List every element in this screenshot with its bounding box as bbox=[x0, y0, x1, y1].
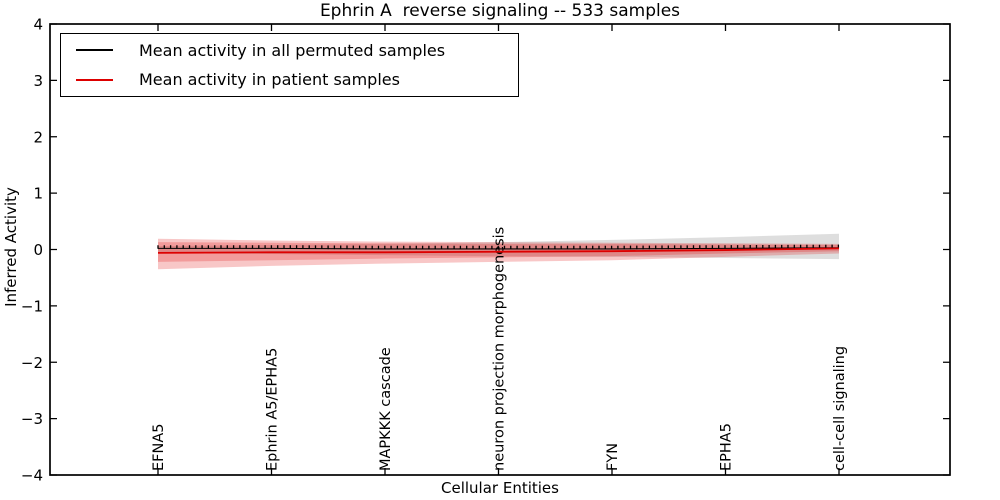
chart-title: Ephrin A reverse signaling -- 533 sample… bbox=[319, 1, 681, 21]
y-tick-label: 1 bbox=[33, 185, 43, 203]
x-tick-label: EFNA5 bbox=[151, 424, 167, 472]
x-tick-label: EPHA5 bbox=[719, 423, 735, 471]
y-tick-label: −3 bbox=[21, 410, 43, 428]
legend-label-permuted: Mean activity in all permuted samples bbox=[139, 40, 446, 60]
x-axis-label: Cellular Entities bbox=[441, 479, 559, 497]
axis-ticks bbox=[50, 23, 950, 476]
y-tick-label: −1 bbox=[21, 297, 43, 315]
x-tick-label: Ephrin A5/EPHA5 bbox=[265, 348, 281, 471]
patient-mean-line bbox=[157, 247, 840, 254]
legend-line-sample-permuted bbox=[76, 49, 113, 52]
x-tick-label: FYN bbox=[605, 443, 621, 471]
legend-entry-permuted: Mean activity in all permuted samples bbox=[61, 37, 518, 63]
x-tick-label: cell-cell signaling bbox=[832, 346, 848, 471]
y-tick-label: 4 bbox=[33, 16, 43, 34]
legend: Mean activity in all permuted samples Me… bbox=[60, 33, 519, 97]
y-tick-label: −4 bbox=[21, 467, 43, 485]
legend-label-patient: Mean activity in patient samples bbox=[139, 70, 400, 90]
legend-line-sample-patient bbox=[76, 78, 113, 81]
legend-entry-patient: Mean activity in patient samples bbox=[61, 67, 518, 93]
x-tick-label: MAPKKK cascade bbox=[378, 347, 394, 471]
y-tick-label: −2 bbox=[21, 354, 43, 372]
y-tick-label: 3 bbox=[33, 72, 43, 90]
permuted-mean-line-markers bbox=[157, 244, 840, 250]
y-tick-label: 0 bbox=[33, 241, 43, 259]
y-axis-label: Inferred Activity bbox=[2, 187, 20, 307]
x-tick-label: neuron projection morphogenesis bbox=[492, 227, 508, 471]
y-tick-label: 2 bbox=[33, 128, 43, 146]
